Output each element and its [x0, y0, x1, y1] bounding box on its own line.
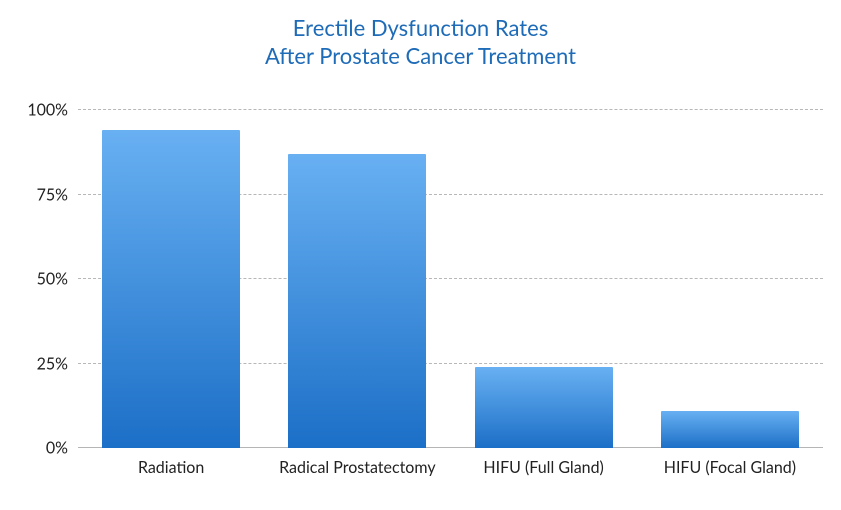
bar-slot — [264, 110, 450, 448]
plot-area: 100% 75% 50% 25% 0% — [78, 110, 823, 448]
bar-slot — [637, 110, 823, 448]
x-label: Radiation — [78, 448, 264, 510]
y-tick-label: 100% — [27, 101, 68, 120]
y-tick-label: 25% — [37, 354, 68, 373]
y-tick-label: 0% — [46, 439, 68, 458]
bar-slot — [451, 110, 637, 448]
x-label: HIFU (Full Gland) — [451, 448, 637, 510]
x-label: Radical Prostatectomy — [264, 448, 450, 510]
bar-radiation — [102, 130, 240, 448]
bar-hifu-full — [475, 367, 613, 448]
y-tick-label: 75% — [37, 185, 68, 204]
bar-chart: Erectile Dysfunction Rates After Prostat… — [0, 0, 841, 510]
bars-container — [78, 110, 823, 448]
x-label: HIFU (Focal Gland) — [637, 448, 823, 510]
chart-title: Erectile Dysfunction Rates After Prostat… — [0, 0, 841, 69]
bar-radical-prostatectomy — [288, 154, 426, 448]
chart-title-line2: After Prostate Cancer Treatment — [0, 42, 841, 70]
y-tick-label: 50% — [37, 270, 68, 289]
bar-hifu-focal — [661, 411, 799, 448]
chart-title-line1: Erectile Dysfunction Rates — [0, 14, 841, 42]
bar-slot — [78, 110, 264, 448]
x-axis-labels: Radiation Radical Prostatectomy HIFU (Fu… — [78, 448, 823, 510]
